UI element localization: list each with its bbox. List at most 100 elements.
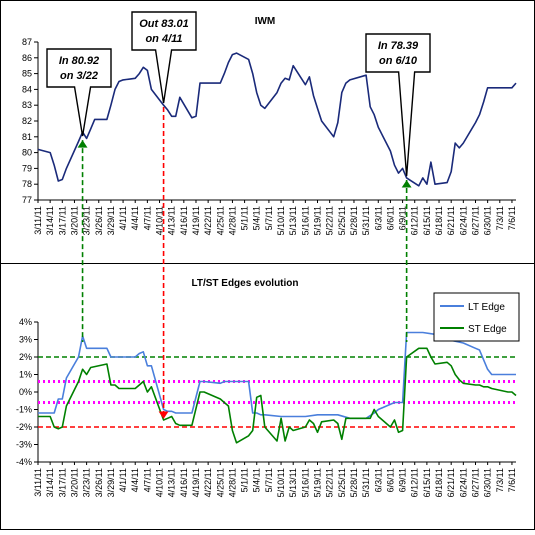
- x-tick-label: 4/7/11: [142, 206, 152, 230]
- x-tick-label: 5/25/11: [337, 468, 347, 497]
- x-tick-label: 6/27/11: [470, 468, 480, 497]
- connector-arrowhead-1: [158, 411, 169, 419]
- x-tick-label: 6/30/11: [483, 206, 493, 235]
- x-tick-label: 6/24/11: [458, 468, 468, 497]
- y-tick-label: 2%: [19, 352, 32, 362]
- y-tick-label: 84: [22, 84, 32, 94]
- x-tick-label: 4/25/11: [215, 468, 225, 497]
- x-tick-label: 4/1/11: [118, 468, 128, 492]
- y-tick-label: -3%: [16, 440, 32, 450]
- x-tick-label: 5/25/11: [337, 206, 347, 235]
- y-tick-label: 87: [22, 37, 32, 47]
- x-tick-label: 4/13/11: [167, 206, 177, 235]
- legend-box: [433, 292, 520, 342]
- bottom-y-axis: -4% -3% -2% -1% 0% 1% 2% 3% 4%: [16, 317, 39, 467]
- legend-label-lt-edge: LT Edge: [468, 302, 505, 313]
- callout-line1-0: In 80.92: [59, 55, 99, 67]
- x-tick-label: 4/25/11: [215, 206, 225, 235]
- callout-box-0: [46, 48, 112, 137]
- y-tick-label: -4%: [16, 457, 32, 467]
- callout-line1-2: In 78.39: [378, 40, 419, 52]
- x-tick-label: 3/17/11: [57, 468, 67, 497]
- x-tick-label: 4/19/11: [191, 206, 201, 235]
- x-tick-label: 5/28/11: [349, 206, 359, 235]
- x-tick-label: 6/18/11: [434, 468, 444, 497]
- x-tick-label: 4/16/11: [179, 206, 189, 235]
- x-tick-label: 5/16/11: [300, 468, 310, 497]
- x-tick-label: 5/4/11: [252, 468, 262, 492]
- bottom-line-lt-edge: [38, 331, 516, 420]
- x-tick-label: 3/29/11: [106, 206, 116, 235]
- x-tick-label: 6/21/11: [446, 206, 456, 235]
- top-chart-title: IWM: [255, 16, 276, 27]
- x-tick-label: 4/16/11: [179, 468, 189, 497]
- x-tick-label: 4/28/11: [227, 468, 237, 497]
- legend: LT Edge ST Edge: [433, 292, 520, 342]
- callouts: In 80.92 on 3/22 Out 83.01 on 4/11 In 78.39 o…: [46, 11, 431, 177]
- y-tick-label: 86: [22, 53, 32, 63]
- x-tick-label: 4/13/11: [167, 468, 177, 497]
- x-tick-label: 6/15/11: [422, 468, 432, 497]
- bottom-x-axis: 3/11/11 3/14/11 3/17/11 3/20/11 3/23/11 3/26/…: [33, 461, 517, 497]
- x-tick-label: 5/1/11: [240, 206, 250, 230]
- y-tick-label: 83: [22, 100, 32, 110]
- x-tick-label: 3/29/11: [106, 468, 116, 497]
- x-tick-label: 3/20/11: [69, 468, 79, 497]
- connector-arrowhead-2: [401, 180, 412, 188]
- x-tick-label: 6/6/11: [385, 468, 395, 492]
- x-tick-label: 3/17/11: [57, 206, 67, 235]
- x-tick-label: 5/31/11: [361, 468, 371, 497]
- x-tick-label: 5/7/11: [264, 468, 274, 492]
- signal-connectors: [77, 107, 412, 419]
- x-tick-label: 6/3/11: [373, 468, 383, 492]
- x-tick-label: 4/4/11: [130, 206, 140, 230]
- x-tick-label: 5/13/11: [288, 468, 298, 497]
- x-tick-label: 4/10/11: [155, 206, 165, 235]
- callout-box-2: [365, 33, 431, 177]
- x-tick-label: 3/26/11: [94, 206, 104, 235]
- x-tick-label: 5/28/11: [349, 468, 359, 497]
- y-tick-label: 1%: [19, 370, 32, 380]
- callout-line2-1: on 4/11: [145, 33, 182, 45]
- x-tick-label: 4/1/11: [118, 206, 128, 230]
- x-tick-label: 5/10/11: [276, 206, 286, 235]
- x-tick-label: 4/4/11: [130, 468, 140, 492]
- x-tick-label: 6/30/11: [483, 468, 493, 497]
- x-tick-label: 3/26/11: [94, 468, 104, 497]
- x-tick-label: 3/11/11: [33, 206, 43, 235]
- callout-line1-1: Out 83.01: [139, 18, 189, 30]
- connector-arrowhead-0: [77, 140, 88, 148]
- callout-line2-2: on 6/10: [379, 55, 418, 67]
- x-tick-label: 3/23/11: [82, 468, 92, 497]
- legend-label-st-edge: ST Edge: [468, 324, 507, 335]
- x-tick-label: 5/22/11: [325, 468, 335, 497]
- x-tick-label: 3/14/11: [45, 206, 55, 235]
- callout-line2-0: on 3/22: [60, 70, 98, 82]
- y-tick-label: 85: [22, 69, 32, 79]
- x-tick-label: 6/24/11: [458, 206, 468, 235]
- x-tick-label: 6/12/11: [410, 468, 420, 497]
- x-tick-label: 7/3/11: [495, 206, 505, 230]
- x-tick-label: 3/20/11: [69, 206, 79, 235]
- x-tick-label: 6/27/11: [470, 206, 480, 235]
- x-tick-label: 6/6/11: [385, 206, 395, 230]
- top-series: [37, 52, 517, 187]
- x-tick-label: 6/12/11: [410, 206, 420, 235]
- top-y-axis: 77 78 79 80 81 82 83 84 85 86 87: [22, 37, 39, 205]
- y-tick-label: 82: [22, 116, 32, 126]
- y-tick-label: 3%: [19, 335, 32, 345]
- top-line-series-0: [37, 52, 517, 187]
- x-tick-label: 5/19/11: [313, 468, 323, 497]
- x-tick-label: 6/15/11: [422, 206, 432, 235]
- y-tick-label: 79: [22, 163, 32, 173]
- x-tick-label: 4/19/11: [191, 468, 201, 497]
- x-tick-label: 6/21/11: [446, 468, 456, 497]
- x-tick-label: 4/22/11: [203, 206, 213, 235]
- x-tick-label: 6/3/11: [373, 206, 383, 230]
- bottom-chart-title: LT/ST Edges evolution: [191, 278, 298, 289]
- y-tick-label: 77: [22, 195, 32, 205]
- x-tick-label: 5/16/11: [300, 206, 310, 235]
- x-tick-label: 7/6/11: [507, 206, 517, 230]
